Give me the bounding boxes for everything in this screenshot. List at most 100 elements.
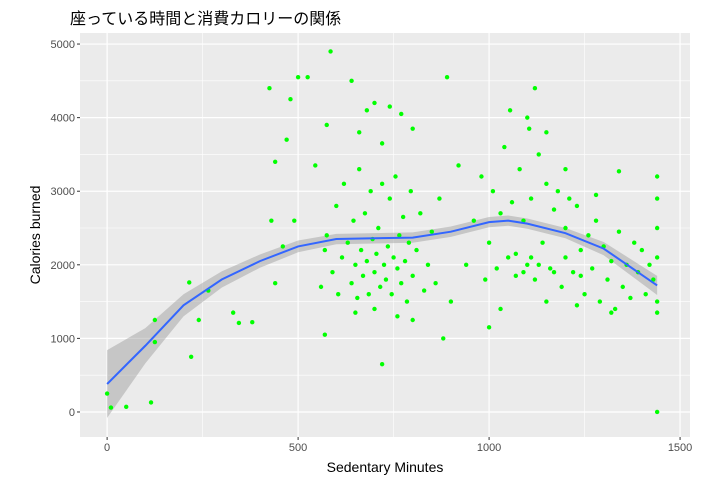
data-point xyxy=(292,218,297,223)
data-point xyxy=(230,310,236,315)
data-point xyxy=(536,152,541,157)
data-point xyxy=(124,404,129,410)
data-point xyxy=(555,189,561,194)
data-point xyxy=(507,108,513,113)
y-tick-label: 1000 xyxy=(51,333,75,345)
data-point xyxy=(364,108,370,113)
y-axis-label: Calories burned xyxy=(27,186,43,285)
data-point xyxy=(322,332,328,337)
data-point xyxy=(643,292,648,297)
data-point xyxy=(567,196,572,201)
data-point xyxy=(368,189,373,194)
data-point xyxy=(372,269,377,275)
x-tick-label: 500 xyxy=(289,442,307,454)
data-point xyxy=(395,266,400,271)
data-point xyxy=(574,303,580,308)
data-point xyxy=(362,211,368,216)
data-point xyxy=(433,281,438,286)
data-point xyxy=(563,255,568,260)
data-point xyxy=(517,166,522,172)
data-point xyxy=(393,174,398,179)
data-point xyxy=(421,288,427,293)
data-point xyxy=(374,251,379,256)
data-point xyxy=(381,262,387,268)
data-point xyxy=(526,126,532,131)
data-point xyxy=(597,299,603,304)
data-point xyxy=(349,78,354,84)
data-point xyxy=(425,262,431,268)
data-point xyxy=(437,196,442,201)
data-point xyxy=(272,281,278,286)
data-point xyxy=(654,174,660,179)
data-point xyxy=(410,126,415,131)
data-point xyxy=(399,281,404,286)
data-point xyxy=(383,277,389,282)
data-point xyxy=(104,391,110,396)
data-point xyxy=(544,130,549,135)
data-point xyxy=(570,269,576,275)
data-point xyxy=(654,225,660,231)
data-point xyxy=(513,273,519,279)
chart-title: 座っている時間と消費カロリーの関係 xyxy=(70,9,342,28)
data-point xyxy=(639,247,645,253)
data-point xyxy=(540,240,545,245)
data-point xyxy=(372,306,377,312)
data-point xyxy=(609,258,614,264)
data-point xyxy=(355,295,360,301)
data-point xyxy=(586,233,591,238)
data-point xyxy=(544,181,549,187)
data-point xyxy=(305,74,310,80)
data-point xyxy=(313,163,318,168)
data-point xyxy=(295,74,301,80)
data-point xyxy=(494,266,499,271)
data-point xyxy=(632,240,637,245)
data-point xyxy=(404,299,410,304)
data-point xyxy=(628,295,633,301)
y-tick-label: 2000 xyxy=(51,260,75,272)
data-point xyxy=(328,49,333,54)
data-point xyxy=(509,200,515,205)
data-point xyxy=(250,320,255,325)
data-point xyxy=(544,299,549,304)
data-point xyxy=(582,292,587,297)
data-point xyxy=(284,137,289,142)
data-point xyxy=(410,273,415,279)
data-point xyxy=(574,203,580,209)
data-point xyxy=(651,277,656,282)
data-point xyxy=(605,277,610,282)
data-point xyxy=(330,269,335,275)
data-point xyxy=(486,325,492,330)
confidence-band xyxy=(107,215,658,418)
data-point xyxy=(654,409,660,415)
data-point xyxy=(528,196,534,201)
data-point xyxy=(324,233,329,238)
data-point xyxy=(349,281,354,286)
data-point xyxy=(559,284,564,290)
data-point xyxy=(502,144,507,150)
data-point xyxy=(654,196,660,201)
data-point xyxy=(389,292,394,297)
data-point xyxy=(616,169,622,174)
data-point xyxy=(341,181,347,187)
data-point xyxy=(360,273,366,279)
data-point xyxy=(336,292,341,297)
data-point xyxy=(379,181,385,187)
data-point xyxy=(471,218,477,223)
data-point xyxy=(339,255,345,260)
data-points xyxy=(104,49,660,415)
data-point xyxy=(272,159,278,164)
data-point xyxy=(532,85,538,91)
data-point xyxy=(353,310,358,315)
data-point xyxy=(395,314,400,319)
data-point xyxy=(267,85,272,91)
data-point xyxy=(590,266,595,271)
y-tick-label: 4000 xyxy=(51,113,75,125)
data-point xyxy=(406,240,412,245)
data-point xyxy=(463,262,469,268)
data-point xyxy=(372,100,377,106)
data-point xyxy=(414,247,419,253)
data-point xyxy=(654,299,660,304)
data-point xyxy=(402,258,408,264)
